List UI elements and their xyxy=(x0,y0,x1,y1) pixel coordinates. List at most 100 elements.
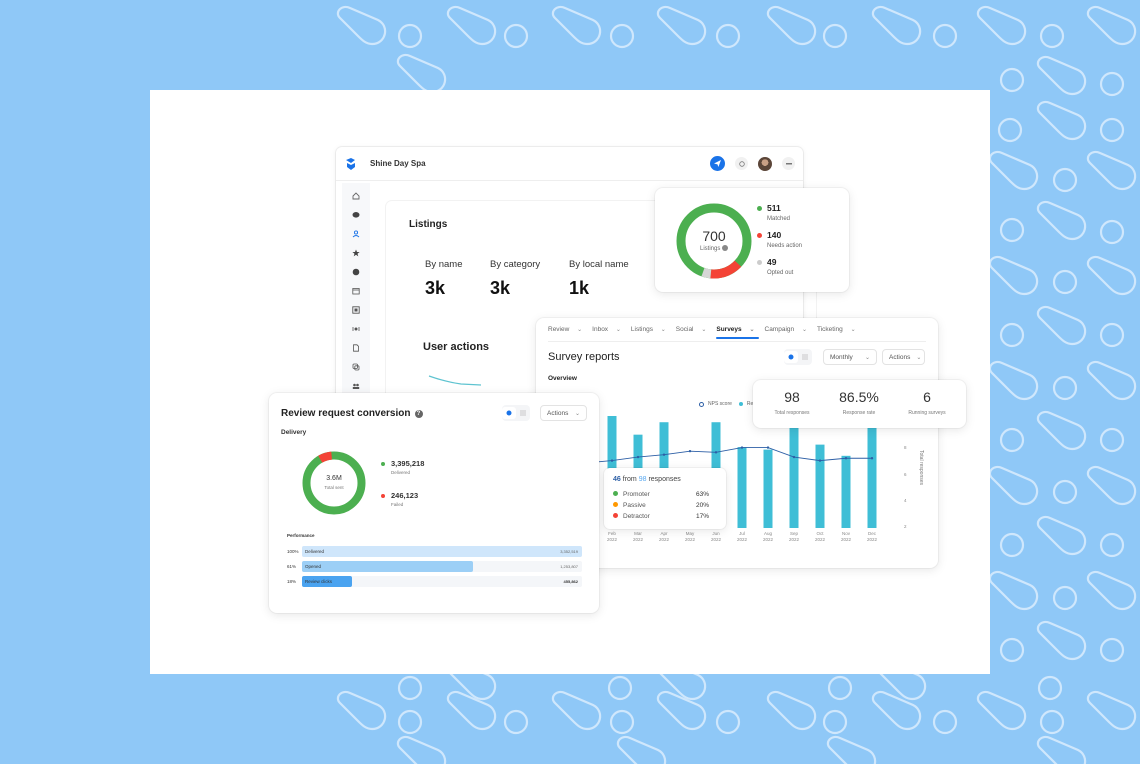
legend-label: Failed xyxy=(391,502,404,507)
help-icon[interactable] xyxy=(722,245,728,251)
send-button[interactable] xyxy=(710,156,725,171)
tab-ticketing[interactable]: Ticketing ⌄ xyxy=(816,326,856,333)
response-bar[interactable] xyxy=(815,444,825,528)
broadcast-icon[interactable] xyxy=(351,324,361,334)
user-upload-icon[interactable] xyxy=(351,229,361,239)
list-view-button[interactable] xyxy=(798,351,812,363)
nps-point[interactable] xyxy=(662,453,666,456)
kpi-total-responses: 98 Total responses xyxy=(757,389,827,416)
more-menu-button[interactable] xyxy=(782,157,795,170)
star-icon[interactable] xyxy=(351,248,361,258)
stat-value: 3k xyxy=(490,278,511,298)
send-icon xyxy=(714,160,721,167)
nps-point[interactable] xyxy=(688,449,692,453)
tab-surveys[interactable]: Surveys ⌄ xyxy=(716,326,759,339)
failed-dot-icon xyxy=(381,494,385,498)
legend-opted-out: 49 Opted out xyxy=(757,257,794,276)
list-view-button[interactable] xyxy=(516,407,530,419)
sidebar xyxy=(342,183,370,407)
legend-value: 3,395,218 xyxy=(391,459,425,468)
y-tick: 2 xyxy=(904,524,907,529)
y-tick: 8 xyxy=(904,445,907,450)
response-bar[interactable] xyxy=(789,423,799,528)
x-label: Jun 2022 xyxy=(710,531,721,542)
stat-value: 3k xyxy=(425,278,446,298)
kpi-value: 98 xyxy=(784,389,800,405)
period-dropdown[interactable]: Monthly ⌄ xyxy=(823,349,877,365)
stat-by-local-name: By local name 1k xyxy=(569,259,629,299)
tab-campaign[interactable]: Campaign ⌄ xyxy=(764,326,807,333)
home-icon[interactable] xyxy=(351,191,361,201)
legend-failed: 246,123 Failed xyxy=(381,491,419,507)
x-label: Dec 2022 xyxy=(866,531,877,542)
chart-icon xyxy=(788,354,794,360)
report-tabs: Review ⌄ Inbox ⌄ Listings ⌄ Social ⌄ Sur… xyxy=(548,326,856,339)
x-label: Feb 2022 xyxy=(606,531,617,542)
response-bar[interactable] xyxy=(763,449,773,528)
chart-view-button[interactable] xyxy=(784,351,798,363)
user-avatar[interactable] xyxy=(758,156,772,171)
stat-label: By name xyxy=(425,259,463,270)
response-bar[interactable] xyxy=(737,447,747,528)
response-bar[interactable] xyxy=(841,455,851,528)
x-label: Oct 2022 xyxy=(814,531,825,542)
rr-actions-dropdown[interactable]: Actions ⌄ xyxy=(540,405,587,421)
perf-value: 455,862 xyxy=(563,579,578,584)
passive-dot-icon xyxy=(613,502,618,507)
period-value: Monthly xyxy=(830,353,853,361)
x-label: Jul 2022 xyxy=(736,531,747,542)
response-bar[interactable] xyxy=(867,423,877,528)
nps-point[interactable] xyxy=(818,459,822,462)
tab-review[interactable]: Review ⌄ xyxy=(548,326,583,333)
tag-icon[interactable] xyxy=(351,362,361,372)
nps-point[interactable] xyxy=(610,459,614,462)
calendar-icon[interactable] xyxy=(351,286,361,296)
tab-inbox[interactable]: Inbox ⌄ xyxy=(592,326,621,333)
x-label: Aug 2022 xyxy=(762,531,773,542)
power-button[interactable] xyxy=(735,157,748,170)
kpi-label: Running surveys xyxy=(908,410,946,416)
tooltip-label: Detractor xyxy=(623,513,650,520)
nps-point[interactable] xyxy=(740,446,744,449)
nps-point[interactable] xyxy=(636,455,640,459)
stat-label: By local name xyxy=(569,259,629,270)
tooltip-pct: 63% xyxy=(695,491,709,498)
brand-logo-icon xyxy=(346,157,355,170)
perf-label: Delivered xyxy=(305,549,325,554)
overview-title: Overview xyxy=(548,375,577,382)
kpi-value: 6 xyxy=(923,389,931,405)
chart-view-button[interactable] xyxy=(502,407,516,419)
x-label: Apr 2022 xyxy=(658,531,669,542)
tooltip-from: from xyxy=(622,476,637,483)
actions-label: Actions xyxy=(889,353,911,361)
delivery-donut-chart xyxy=(302,451,366,515)
x-label: Nov 2022 xyxy=(840,531,851,542)
survey-kpi-card: 98 Total responses 86.5% Response rate 6… xyxy=(753,380,966,428)
tooltip-row-passive: Passive 20% xyxy=(613,502,717,509)
grid-icon[interactable] xyxy=(351,305,361,315)
nps-point[interactable] xyxy=(792,455,796,459)
chat-icon[interactable] xyxy=(351,210,361,220)
legend-label: Matched xyxy=(767,216,791,222)
people-icon[interactable] xyxy=(351,381,361,391)
needs-action-dot-icon xyxy=(757,233,762,238)
review-request-title: Review request conversion ? xyxy=(281,408,423,419)
user-actions-title: User actions xyxy=(423,341,490,353)
info-icon[interactable] xyxy=(351,267,361,277)
nps-point[interactable] xyxy=(766,446,770,449)
legend-label: Opted out xyxy=(767,270,794,276)
survey-actions-dropdown[interactable]: Actions ⌄ xyxy=(882,349,925,365)
help-icon[interactable]: ? xyxy=(414,409,423,418)
nps-point[interactable] xyxy=(714,451,718,454)
tab-listings[interactable]: Listings ⌄ xyxy=(630,326,666,333)
list-icon xyxy=(802,354,808,360)
nps-point[interactable] xyxy=(844,457,848,460)
perf-row-review-clicks: 18% Review clicks 455,862 xyxy=(287,576,582,587)
nps-point[interactable] xyxy=(870,457,874,460)
tab-social[interactable]: Social ⌄ xyxy=(675,326,707,333)
legend-value: 246,123 xyxy=(391,491,419,500)
tooltip-count: 46 xyxy=(613,476,621,483)
tooltip-total: 98 xyxy=(638,476,647,483)
document-icon[interactable] xyxy=(351,343,361,353)
perf-row-opened: 61% Opened 1,253,807 xyxy=(287,561,582,572)
